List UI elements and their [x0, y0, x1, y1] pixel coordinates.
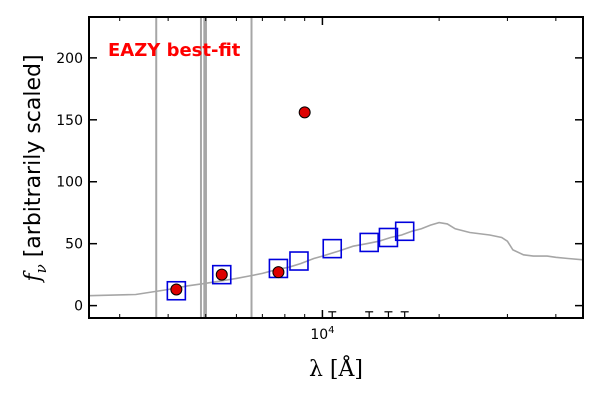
y-axis-label-rest: [arbitrarily scaled]: [21, 54, 46, 264]
x-tick-label: 104: [310, 325, 334, 343]
model-flux-square: [322, 238, 343, 259]
axis-ticks: 0 50 100 150 200 104: [56, 17, 583, 343]
model-flux-square: [394, 221, 415, 242]
plot-area: [88, 17, 584, 318]
model-flux-square: [166, 280, 187, 301]
y-tick-label: 200: [56, 51, 83, 67]
template-continuum-line: [88, 221, 584, 297]
observed-flux-point: [170, 283, 183, 296]
y-tick-label: 150: [56, 113, 83, 129]
model-flux-square: [289, 251, 309, 271]
y-tick-label: 100: [56, 175, 83, 191]
model-flux-square: [211, 264, 232, 285]
x-axis-label: λ [Å]: [309, 354, 363, 382]
observed-flux-point: [298, 106, 311, 119]
y-tick-label: 50: [65, 237, 83, 253]
model-flux-square: [359, 232, 379, 253]
annotation-eazy-best-fit: EAZY best-fit: [108, 40, 241, 61]
y-axis-label-subscript: ν: [32, 264, 50, 273]
observed-flux-point: [215, 268, 228, 281]
y-axis-label: fν [arbitrarily scaled]: [21, 54, 50, 283]
model-flux-square: [378, 227, 399, 248]
plot-frame: [88, 16, 584, 319]
y-tick-label: 0: [74, 299, 83, 315]
observed-flux-point: [272, 266, 285, 279]
